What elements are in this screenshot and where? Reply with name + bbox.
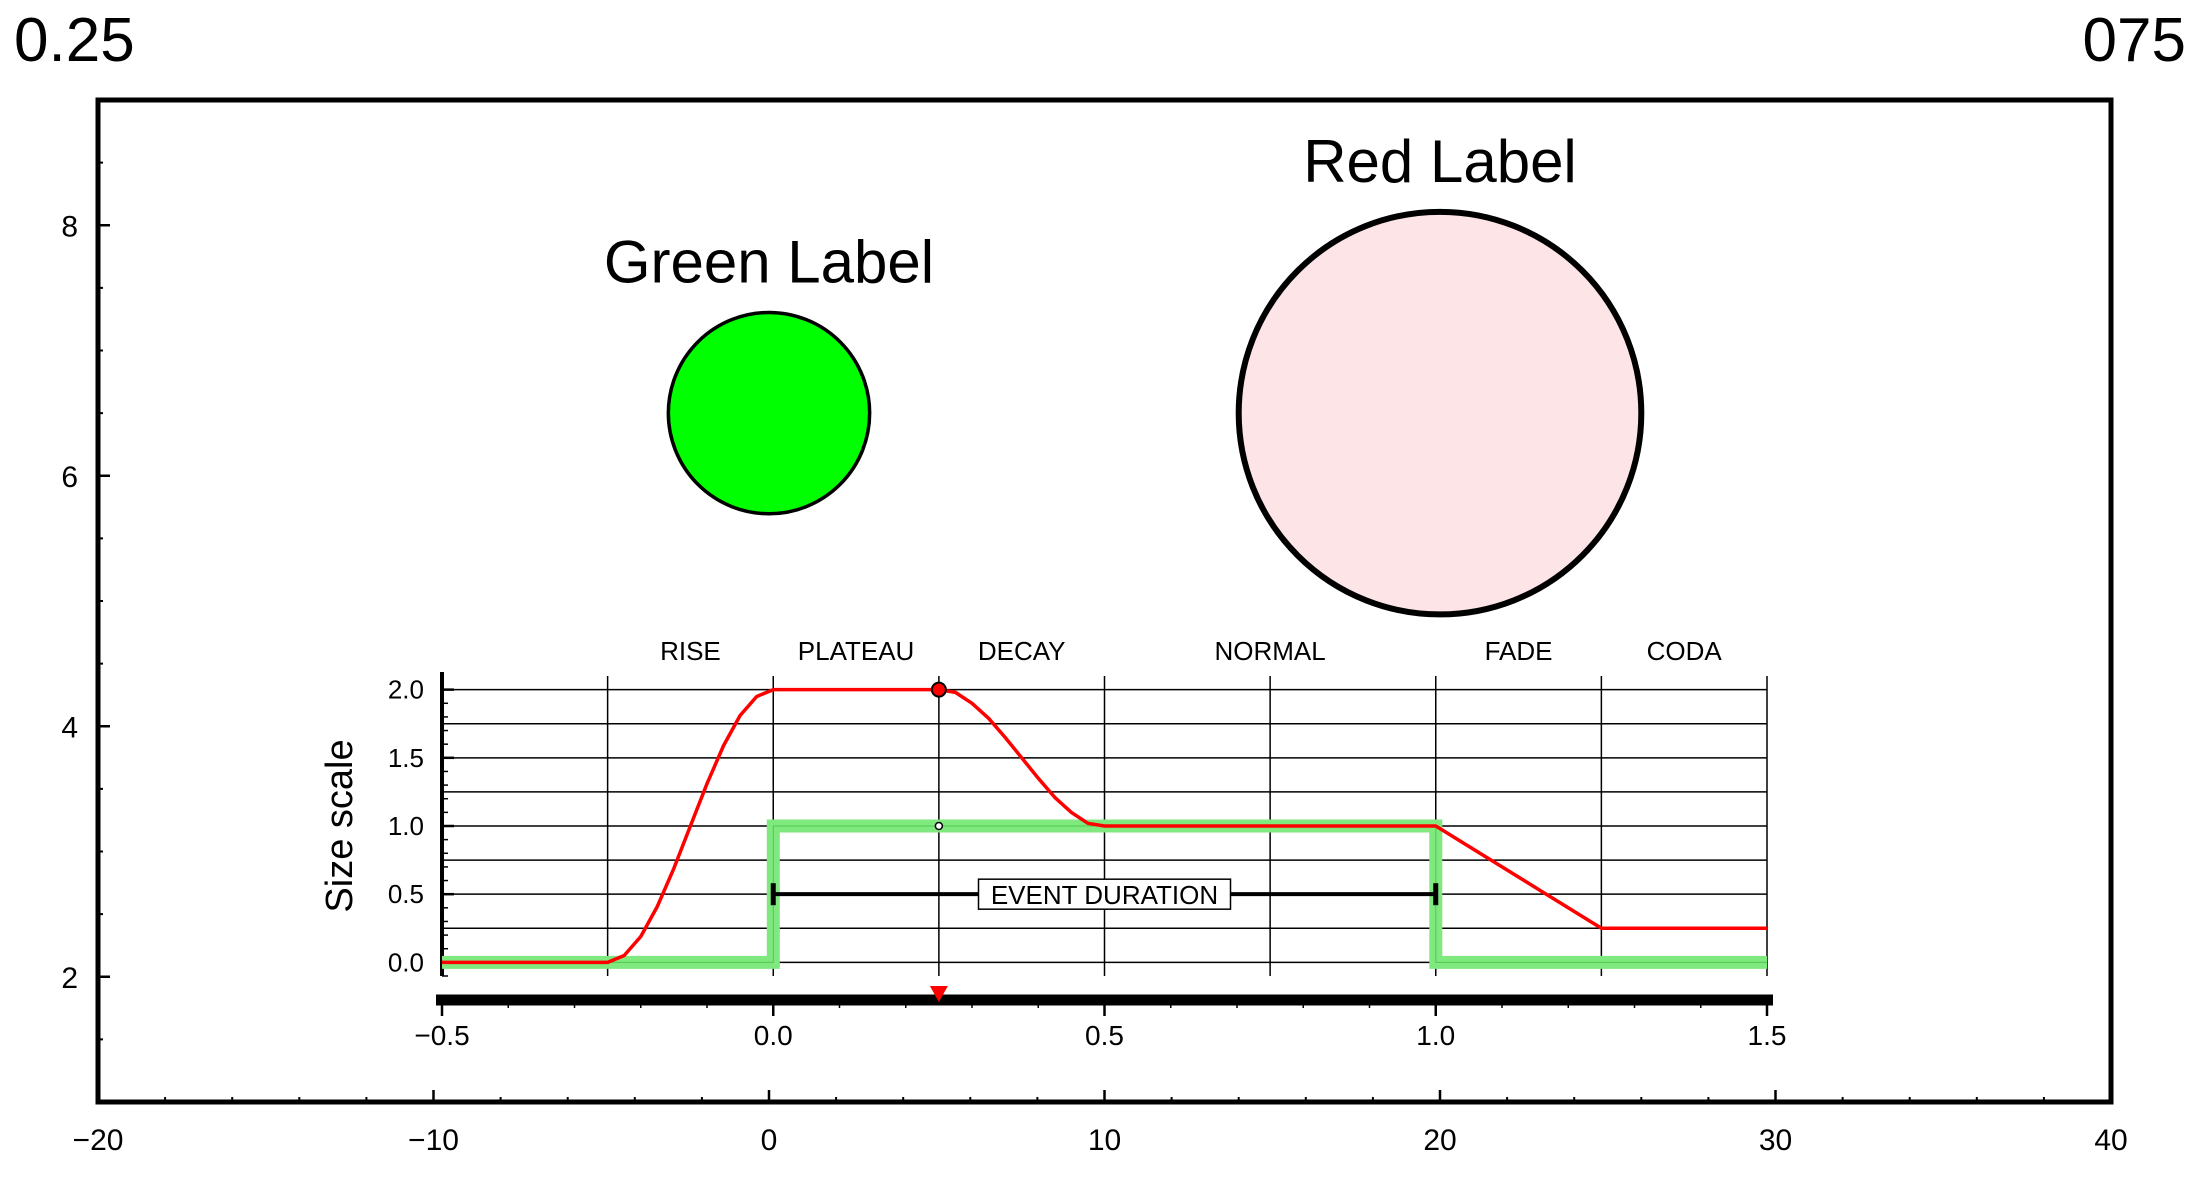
y-tick-label: 2 xyxy=(61,962,78,995)
phase-label: DECAY xyxy=(978,636,1066,666)
main-plot: −20 −10 0 10 20 30 40 2 4 6 8 Green Label Red Label xyxy=(61,97,2128,1157)
phase-label: NORMAL xyxy=(1215,636,1326,666)
symbol-circle-0 xyxy=(666,310,872,516)
marker-green-point xyxy=(934,821,944,831)
corner-label-left: 0.25 xyxy=(14,6,135,75)
y-tick-label: 8 xyxy=(61,210,78,243)
phase-label: RISE xyxy=(660,636,721,666)
event-duration-label-box xyxy=(977,878,1232,910)
inset-x-tick-label: 1.0 xyxy=(1416,1020,1455,1051)
y-tick-label: 6 xyxy=(61,461,78,494)
x-tick-label: 0 xyxy=(761,1124,778,1157)
inset-x-tick-label: 1.5 xyxy=(1748,1020,1787,1051)
phase-label: PLATEAU xyxy=(798,636,915,666)
symbol-label: Green Label xyxy=(604,228,934,295)
series-red-curve xyxy=(442,687,1767,965)
x-tick-label: 40 xyxy=(2094,1124,2127,1157)
inset-y-tick-label: 2.0 xyxy=(388,675,424,705)
inset-x-tick-label: 0.0 xyxy=(754,1020,793,1051)
phase-label: CODA xyxy=(1647,636,1723,666)
symbol-label: Red Label xyxy=(1303,128,1577,195)
x-tick-label: −10 xyxy=(408,1124,459,1157)
inset-y-tick-label: 0.5 xyxy=(388,879,424,909)
y-tick-label: 4 xyxy=(61,711,78,744)
inset-y-tick-label: 1.0 xyxy=(388,811,424,841)
current-time-marker xyxy=(929,986,948,1002)
marker-red-point xyxy=(930,681,947,698)
x-tick-label: 20 xyxy=(1423,1124,1456,1157)
inset-y-tick-label: 1.5 xyxy=(388,743,424,773)
x-tick-label: 30 xyxy=(1759,1124,1792,1157)
inset-y-axis-label: Size scale xyxy=(319,739,361,912)
x-tick-label: −20 xyxy=(73,1124,124,1157)
event-duration-label: EVENT DURATION xyxy=(991,880,1218,910)
inset-x-tick-label: 0.5 xyxy=(1085,1020,1124,1051)
symbol-circle-1 xyxy=(1235,208,1645,618)
inset-plot: 0.0 0.5 1.0 1.5 2.0 Size scale −0.5 0.0 0.5 1.0 1.… xyxy=(319,636,1786,1051)
corner-label-right: 075 xyxy=(2082,6,2186,75)
inset-y-tick-label: 0.0 xyxy=(388,947,424,977)
phase-label: FADE xyxy=(1485,636,1553,666)
inset-x-tick-label: −0.5 xyxy=(414,1020,469,1051)
x-tick-label: 10 xyxy=(1088,1124,1121,1157)
